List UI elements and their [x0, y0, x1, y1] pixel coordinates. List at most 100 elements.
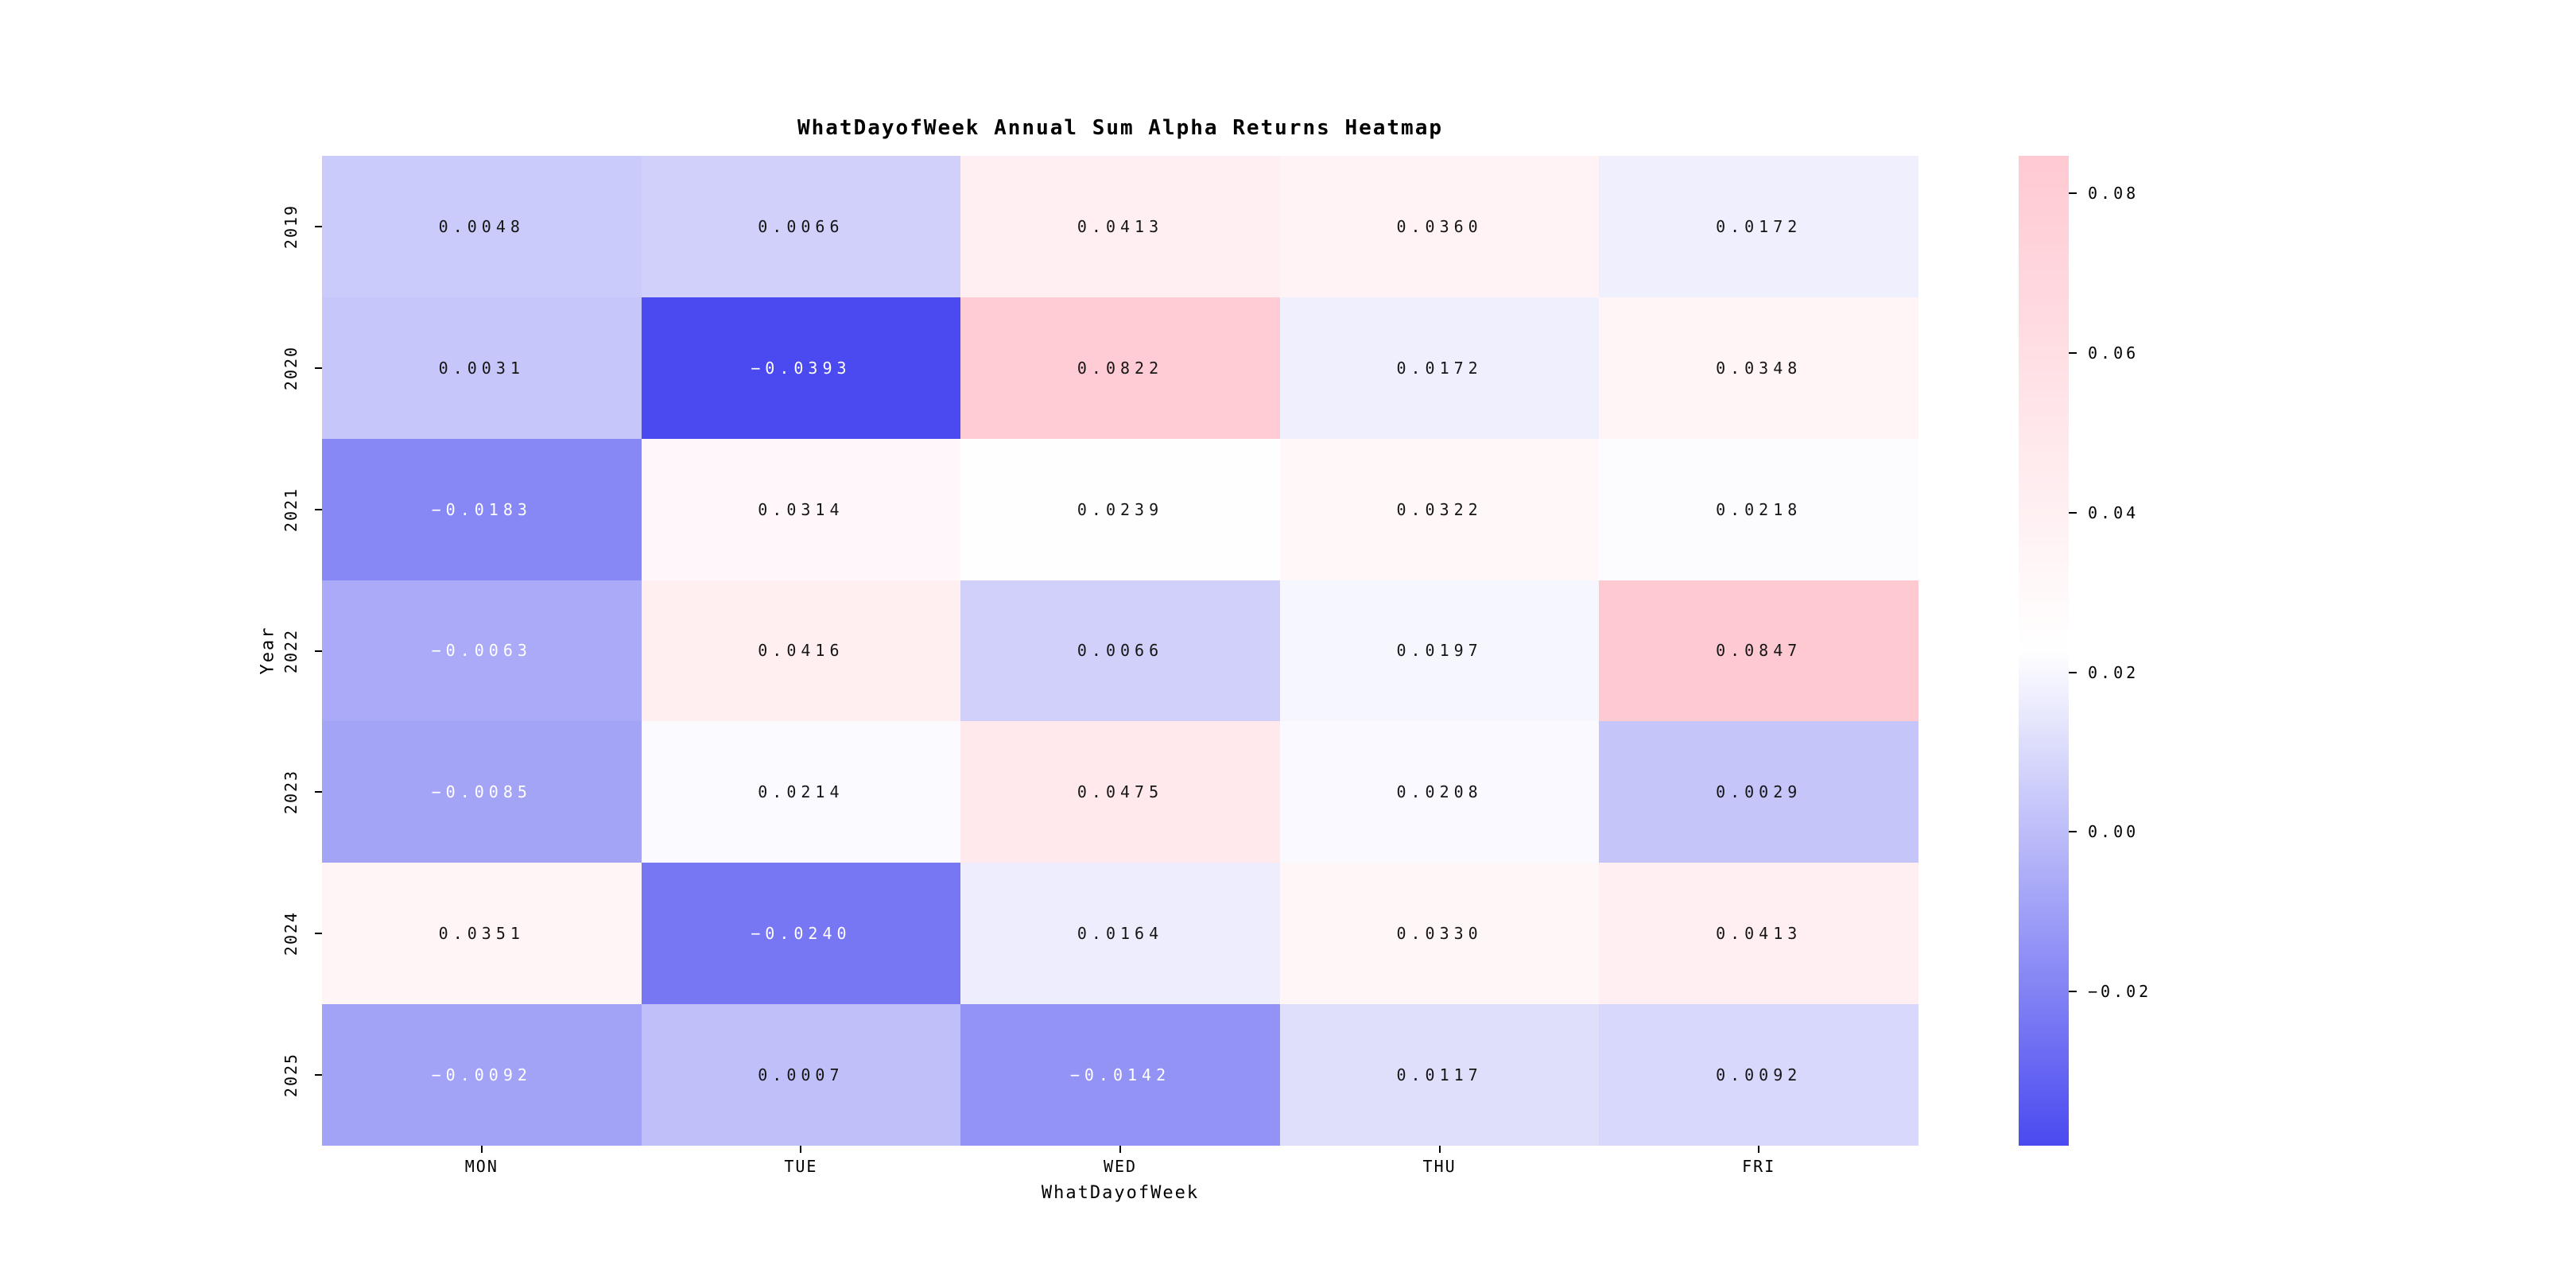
heatmap-cell: 0.0413 — [960, 156, 1280, 297]
y-tick-mark — [315, 225, 322, 227]
cell-value: −0.0085 — [431, 782, 532, 802]
cell-value: 0.0416 — [758, 641, 844, 661]
x-tick-label: FRI — [1742, 1157, 1776, 1176]
cell-value: 0.0092 — [1716, 1065, 1802, 1085]
colorbar-tick-mark — [2069, 351, 2077, 354]
cell-value: 0.0360 — [1396, 216, 1483, 236]
heatmap-cell: 0.0117 — [1279, 1004, 1600, 1146]
cell-value: 0.0066 — [1077, 641, 1164, 661]
cell-value: 0.0239 — [1077, 499, 1164, 519]
colorbar-tick-label: 0.04 — [2088, 502, 2140, 522]
heatmap-cell: −0.0183 — [322, 438, 642, 580]
cell-value: 0.0164 — [1077, 924, 1164, 944]
heatmap-cell: 0.0322 — [1279, 438, 1600, 580]
y-tick-label: 2025 — [281, 1052, 301, 1098]
heatmap-grid: 0.0048 0.0066 0.0413 0.0360 0.0172 0.0031 −0.0… — [322, 156, 1918, 1146]
cell-value: 0.0330 — [1396, 924, 1483, 944]
heatmap-cell: 0.0413 — [1599, 863, 1918, 1005]
cell-value: −0.0240 — [751, 924, 852, 944]
heatmap-cell: 0.0847 — [1599, 580, 1918, 722]
heatmap-cell: 0.0239 — [960, 438, 1280, 580]
cell-value: 0.0029 — [1716, 782, 1802, 802]
cell-value: 0.0197 — [1396, 641, 1483, 661]
heatmap-cell: 0.0066 — [641, 156, 961, 297]
heatmap-cell: 0.0172 — [1279, 297, 1600, 439]
cell-value: 0.0066 — [758, 216, 844, 236]
heatmap-cell: 0.0218 — [1599, 438, 1918, 580]
x-tick-mark — [1119, 1146, 1121, 1153]
cell-value: 0.0413 — [1716, 924, 1802, 944]
colorbar-tick-mark — [2069, 831, 2077, 833]
x-tick-label: THU — [1422, 1157, 1457, 1176]
cell-value: 0.0208 — [1396, 782, 1483, 802]
x-tick-mark — [1438, 1146, 1441, 1153]
y-tick-mark — [315, 791, 322, 793]
y-tick-label: 2021 — [281, 487, 301, 532]
x-tick-mark — [800, 1146, 802, 1153]
heatmap-cell: 0.0172 — [1599, 156, 1918, 297]
heatmap-cell: 0.0360 — [1279, 156, 1600, 297]
cell-value: 0.0413 — [1077, 216, 1164, 236]
colorbar-tick-mark — [2069, 671, 2077, 673]
heatmap-cell: 0.0348 — [1599, 297, 1918, 439]
heatmap-cell: 0.0164 — [960, 863, 1280, 1005]
cell-value: −0.0142 — [1069, 1065, 1171, 1085]
cell-value: 0.0847 — [1716, 641, 1802, 661]
heatmap-cell: −0.0142 — [960, 1004, 1280, 1146]
heatmap-cell: 0.0208 — [1279, 721, 1600, 863]
colorbar-tick-label: 0.08 — [2088, 184, 2140, 204]
y-tick-label: 2024 — [281, 911, 301, 956]
heatmap-cell: 0.0029 — [1599, 721, 1918, 863]
colorbar-tick-label: 0.00 — [2088, 822, 2140, 842]
heatmap-cell: 0.0822 — [960, 297, 1280, 439]
x-tick-label: TUE — [784, 1157, 818, 1176]
y-tick-label: 2022 — [281, 628, 301, 673]
cell-value: 0.0048 — [438, 216, 525, 236]
heatmap-cell: −0.0240 — [641, 863, 961, 1005]
cell-value: 0.0348 — [1716, 358, 1802, 378]
heatmap-cell: 0.0048 — [322, 156, 642, 297]
heatmap-cell: −0.0092 — [322, 1004, 642, 1146]
y-axis-label: Year — [258, 626, 278, 675]
heatmap-cell: 0.0314 — [641, 438, 961, 580]
colorbar-tick-mark — [2069, 511, 2077, 514]
heatmap-cell: 0.0330 — [1279, 863, 1600, 1005]
x-tick-label: MON — [464, 1157, 499, 1176]
heatmap-cell: 0.0066 — [960, 580, 1280, 722]
cell-value: 0.0007 — [758, 1065, 844, 1085]
cell-value: 0.0314 — [758, 499, 844, 519]
heatmap-cell: 0.0351 — [322, 863, 642, 1005]
y-tick-label: 2020 — [281, 345, 301, 390]
colorbar-tick-label: 0.06 — [2088, 343, 2140, 363]
heatmap-cell: 0.0197 — [1279, 580, 1600, 722]
cell-value: −0.0393 — [751, 358, 852, 378]
heatmap-cell: 0.0031 — [322, 297, 642, 439]
heatmap-cell: 0.0475 — [960, 721, 1280, 863]
y-tick-mark — [315, 508, 322, 510]
heatmap-cell: −0.0063 — [322, 580, 642, 722]
x-tick-mark — [1758, 1146, 1760, 1153]
cell-value: −0.0183 — [431, 499, 532, 519]
cell-value: 0.0031 — [438, 358, 525, 378]
colorbar — [2019, 156, 2069, 1146]
y-tick-mark — [315, 1074, 322, 1077]
colorbar-tick-label: 0.02 — [2088, 662, 2140, 682]
chart-title: WhatDayofWeek Annual Sum Alpha Returns H… — [797, 116, 1444, 140]
heatmap-cell: −0.0085 — [322, 721, 642, 863]
colorbar-tick-label: −0.02 — [2088, 982, 2152, 1002]
heatmap-cell: −0.0393 — [641, 297, 961, 439]
x-axis-label: WhatDayofWeek — [1041, 1183, 1200, 1203]
y-tick-label: 2019 — [281, 204, 301, 250]
y-tick-mark — [315, 367, 322, 369]
x-tick-label: WED — [1103, 1157, 1138, 1176]
cell-value: 0.0117 — [1396, 1065, 1483, 1085]
y-tick-mark — [315, 933, 322, 935]
cell-value: −0.0063 — [431, 641, 532, 661]
colorbar-tick-mark — [2069, 192, 2077, 195]
cell-value: 0.0214 — [758, 782, 844, 802]
cell-value: 0.0475 — [1077, 782, 1164, 802]
cell-value: 0.0322 — [1396, 499, 1483, 519]
y-tick-label: 2023 — [281, 770, 301, 815]
cell-value: 0.0822 — [1077, 358, 1164, 378]
